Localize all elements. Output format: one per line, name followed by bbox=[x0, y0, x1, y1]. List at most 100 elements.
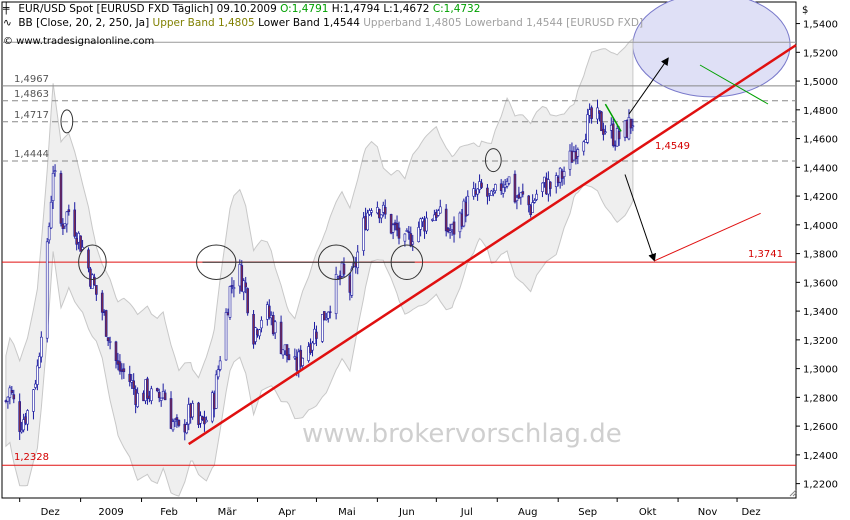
candle-body bbox=[411, 241, 415, 245]
candle-body bbox=[444, 208, 448, 232]
candle-body bbox=[260, 319, 263, 329]
candle-body bbox=[40, 336, 43, 358]
candle-body bbox=[507, 176, 511, 184]
candle-body bbox=[417, 227, 420, 242]
chart-icon: ╪ bbox=[3, 3, 10, 15]
y-tick-label: 1,3800 bbox=[803, 250, 838, 261]
candle-body bbox=[617, 131, 621, 140]
periodicity: Täglich] bbox=[172, 3, 214, 15]
x-tick-label: Okt bbox=[639, 507, 657, 518]
candle-body bbox=[205, 419, 208, 423]
y-tick-label: 1,3000 bbox=[803, 365, 838, 376]
candle-body bbox=[155, 388, 159, 392]
candle-body bbox=[67, 209, 71, 212]
y-tick-label: 1,4600 bbox=[803, 135, 838, 146]
open-value: O:1,4791 bbox=[280, 3, 329, 15]
candle-body bbox=[118, 361, 122, 372]
candle-body bbox=[328, 311, 332, 314]
candle-body bbox=[53, 170, 57, 172]
indicator-name: BB [Close, 20, 2, 250, Ja] bbox=[18, 17, 150, 29]
candle-body bbox=[380, 214, 383, 219]
x-tick-label: Mär bbox=[218, 507, 238, 518]
candle-body bbox=[224, 312, 228, 361]
candle-body bbox=[541, 182, 544, 192]
pattern-ellipse bbox=[78, 244, 107, 280]
candle-body bbox=[95, 285, 98, 295]
candle-body bbox=[279, 321, 283, 355]
x-tick-label: Nov bbox=[698, 507, 718, 518]
candle-body bbox=[323, 311, 326, 321]
candle-body bbox=[136, 392, 139, 407]
candle-body bbox=[629, 118, 633, 129]
upper-band-value: Upper Band 1,4805 bbox=[152, 17, 255, 29]
trend-value-label: 1,4549 bbox=[655, 141, 690, 152]
header-line-3: © www.tradesignalonline.com bbox=[3, 35, 154, 48]
candle-body bbox=[586, 114, 589, 143]
currency-symbol: $ bbox=[802, 5, 808, 16]
candle-body bbox=[527, 195, 531, 206]
candle-body bbox=[191, 403, 194, 418]
y-tick-label: 1,2600 bbox=[803, 422, 838, 433]
y-tick-label: 1,3400 bbox=[803, 307, 838, 318]
candle-body bbox=[492, 191, 495, 195]
candle-body bbox=[273, 321, 277, 334]
pattern-ellipse bbox=[60, 109, 74, 134]
x-tick-label: Apr bbox=[278, 507, 296, 518]
x-tick-label: Feb bbox=[160, 507, 178, 518]
candle-body bbox=[281, 349, 285, 356]
candle-body bbox=[466, 195, 470, 216]
y-tick-label: 1,5200 bbox=[803, 48, 838, 59]
candle-body bbox=[79, 235, 82, 252]
candle-body bbox=[611, 123, 615, 146]
candle-body bbox=[246, 288, 249, 314]
x-tick-label: Dez bbox=[41, 507, 60, 518]
candle-body bbox=[395, 222, 399, 231]
candle-body bbox=[366, 212, 369, 231]
indicator-icon: ∿ bbox=[3, 17, 12, 29]
candle-body bbox=[26, 410, 29, 425]
symbol-name: EUR/USD Spot [EURUSD FXD bbox=[18, 3, 170, 15]
candle-body bbox=[438, 206, 442, 214]
candle-body bbox=[18, 401, 21, 432]
candle-body bbox=[59, 173, 63, 224]
candle-body bbox=[171, 421, 175, 431]
y-tick-label: 1,4800 bbox=[803, 106, 838, 117]
pattern-ellipse bbox=[484, 148, 502, 173]
candle-body bbox=[409, 233, 413, 247]
x-tick-label: Sep bbox=[578, 507, 597, 518]
high-value: H:1,4794 bbox=[331, 3, 380, 15]
green-target-line bbox=[699, 64, 769, 105]
candle-body bbox=[407, 231, 411, 234]
candle-body bbox=[391, 224, 395, 233]
low-value: L:1,4672 bbox=[383, 3, 430, 15]
candle-body bbox=[425, 217, 428, 232]
red-level-label: 1,3741 bbox=[748, 249, 783, 260]
candle-body bbox=[501, 187, 505, 194]
candle-body bbox=[175, 417, 179, 420]
candle-body bbox=[87, 249, 90, 269]
lower-band-value: Lower Band 1,4544 bbox=[258, 17, 360, 29]
candle-body bbox=[582, 141, 586, 152]
candle-body bbox=[258, 329, 261, 337]
candle-body bbox=[326, 311, 330, 319]
candle-body bbox=[104, 310, 108, 337]
plot-frame bbox=[1, 1, 797, 499]
resize-grip-icon bbox=[789, 489, 797, 497]
arrow-up-scenario bbox=[628, 57, 669, 115]
candle-body bbox=[36, 365, 39, 385]
y-tick-label: 1,5000 bbox=[803, 77, 838, 88]
candle-body bbox=[419, 218, 422, 230]
y-tick-label: 1,3600 bbox=[803, 278, 838, 289]
candle-body bbox=[362, 217, 365, 251]
y-tick-label: 1,4200 bbox=[803, 192, 838, 203]
candle-body bbox=[38, 356, 41, 368]
watermark-text: www.brokervorschlag.de bbox=[302, 419, 622, 449]
red-level-label: 1,2328 bbox=[14, 452, 49, 463]
candle-body bbox=[93, 276, 96, 286]
copyright-text: © www.tradesignalonline.com bbox=[3, 36, 155, 47]
faded-band-values: Upperband 1,4805 Lowerband 1,4544 [EURUS… bbox=[363, 17, 644, 29]
candle-body bbox=[521, 191, 525, 195]
candle-body bbox=[157, 391, 161, 399]
candle-body bbox=[307, 346, 310, 361]
